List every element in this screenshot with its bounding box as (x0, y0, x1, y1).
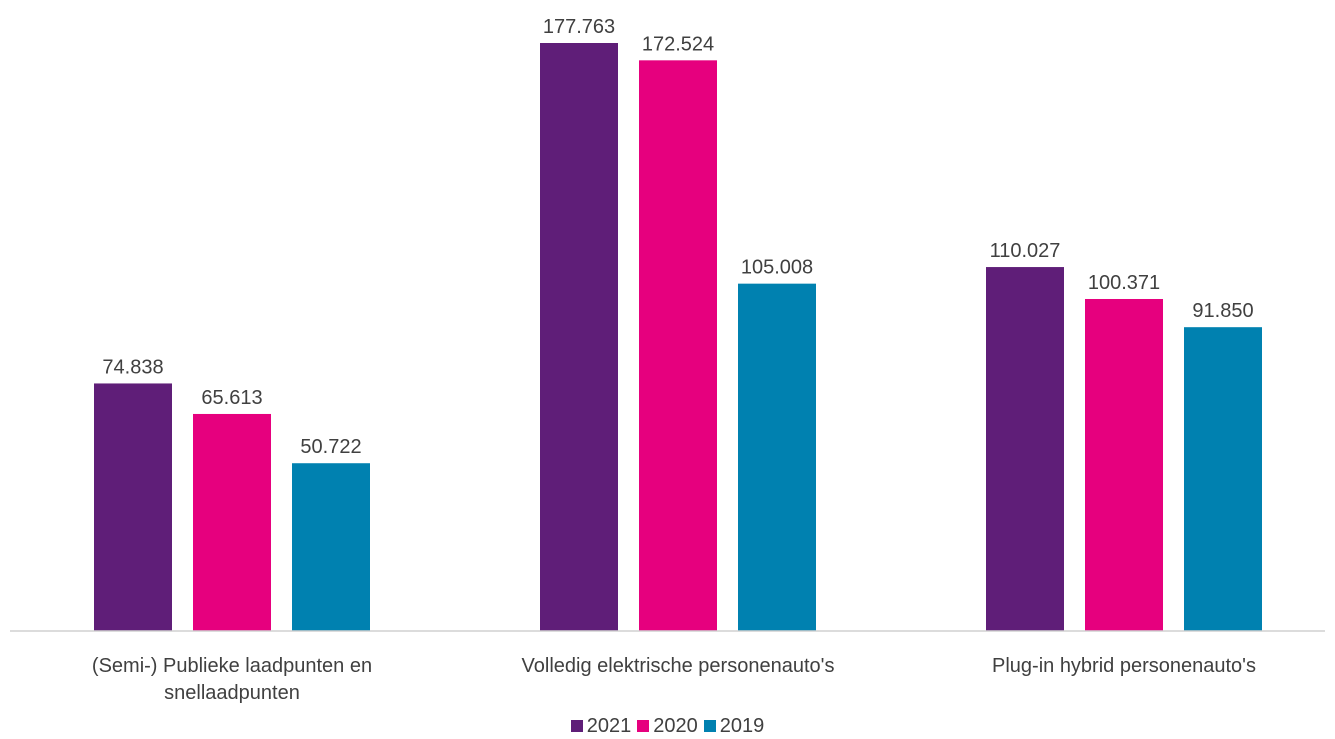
value-label-2021-cat-1: 177.763 (543, 16, 615, 38)
bar-2021-cat-2 (986, 267, 1064, 631)
legend-swatch (637, 720, 650, 732)
bars-group (94, 43, 1262, 632)
category-label-line: (Semi-) Publieke laadpunten en (92, 655, 372, 677)
bar-2021-cat-1 (540, 43, 618, 631)
value-label-2021-cat-2: 110.027 (990, 240, 1061, 262)
category-label-line: Plug-in hybrid personenauto's (992, 655, 1256, 677)
category-label-line: snellaadpunten (164, 682, 300, 704)
legend-item-2021: 2021 (570, 714, 632, 738)
bar-2020-cat-1 (639, 60, 717, 632)
legend-label: 2020 (653, 715, 698, 737)
value-label-2019-cat-0: 50.722 (300, 436, 361, 458)
legend-label: 2021 (586, 715, 632, 737)
legend-label: 2019 (719, 715, 765, 737)
value-label-2020-cat-0: 65.613 (201, 387, 262, 409)
legend-item-2020: 2020 (637, 714, 698, 738)
value-label-2020-cat-1: 172.524 (642, 33, 714, 55)
bar-2019-cat-0 (292, 463, 370, 631)
value-label-2019-cat-2: 91.850 (1192, 300, 1253, 322)
category-label-1: Volledig elektrische personenauto's (522, 655, 835, 677)
bar-2019-cat-1 (738, 283, 816, 631)
legend-item-2019: 2019 (703, 714, 765, 738)
bar-2020-cat-0 (193, 413, 271, 631)
category-label-line: Volledig elektrische personenauto's (522, 655, 835, 677)
bar-2019-cat-2 (1184, 327, 1262, 631)
category-label-0: (Semi-) Publieke laadpunten en snellaadpu… (92, 655, 372, 704)
bar-2020-cat-2 (1085, 298, 1163, 631)
value-label-2019-cat-1: 105.008 (741, 257, 813, 279)
legend-swatch (570, 720, 583, 732)
bar-2021-cat-0 (94, 383, 172, 631)
category-label-2: Plug-in hybrid personenauto's (992, 655, 1256, 677)
legend: 2021 2020 2019 (0, 714, 1335, 738)
category-labels-group: (Semi-) Publieke laadpunten en snellaadpu… (92, 655, 1256, 704)
value-label-2021-cat-0: 74.838 (102, 356, 163, 378)
value-label-2020-cat-2: 100.371 (1088, 272, 1160, 294)
value-labels-group: 74.838 177.763 110.027 65.613 172.524 100.371… (102, 16, 1253, 458)
legend-swatch (703, 720, 716, 732)
